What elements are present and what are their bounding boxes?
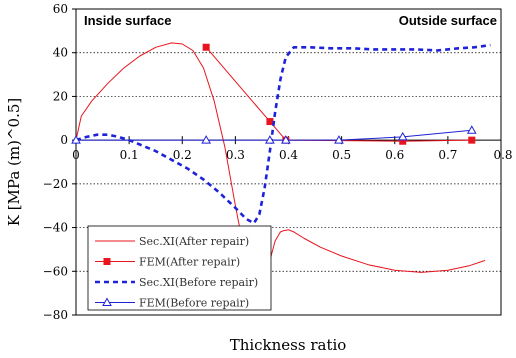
x-tick-label: 0.4 <box>279 148 298 162</box>
legend-label: Sec.XI(After repair) <box>139 235 249 248</box>
data-point <box>466 125 477 134</box>
data-point <box>201 135 212 144</box>
data-point <box>399 137 407 145</box>
x-tick-label: 0.3 <box>226 148 245 162</box>
series-line <box>75 43 491 225</box>
data-point <box>397 131 408 141</box>
x-tick-label: 0.8 <box>493 148 512 162</box>
y-tick-label: 20 <box>53 89 68 103</box>
legend: Sec.XI(After repair) FEM(After repair) Sec… <box>87 225 272 311</box>
annotation-outside-surface: Outside surface <box>399 13 497 28</box>
legend-label: Sec.XI(Before repair) <box>139 276 258 289</box>
legend-marker <box>103 258 111 265</box>
data-point <box>202 43 210 51</box>
annotation-inside-surface: Inside surface <box>84 13 171 28</box>
legend-entries: Sec.XI(After repair) FEM(After repair) Sec… <box>95 235 258 310</box>
x-tick-label: 0.5 <box>332 148 351 162</box>
x-axis-title: Thickness ratio <box>230 336 347 354</box>
x-tick-label: 0 <box>72 148 80 162</box>
y-tick-label: −20 <box>43 177 68 191</box>
data-point <box>280 135 291 144</box>
data-point <box>71 135 81 144</box>
x-tick-label: 0.7 <box>438 148 457 162</box>
y-tick-label: 0 <box>60 133 68 147</box>
legend-label: FEM(Before repair) <box>139 297 249 310</box>
y-tick-label: −60 <box>43 264 68 278</box>
legend-marker <box>102 297 112 306</box>
series-3 <box>71 125 477 144</box>
axes: 60 40 20 0 −20 −40 −60 −80 0 0.1 0.2 0.3 0.4 0.5 0.6 0.… <box>43 2 513 322</box>
x-tick-label: 0.2 <box>173 148 192 162</box>
data-point <box>266 118 274 126</box>
legend-box <box>87 225 272 311</box>
y-axis-title: K [MPa (m)^0.5] <box>5 98 23 227</box>
data-point <box>468 136 476 144</box>
y-tick-label: 40 <box>53 46 68 60</box>
legend-label: FEM(After repair) <box>139 256 240 269</box>
series-2 <box>75 43 491 225</box>
data-point <box>334 135 344 144</box>
y-tick-label: −40 <box>43 221 68 235</box>
data-point <box>265 135 275 144</box>
x-tick-label: 0.1 <box>120 148 139 162</box>
x-tick-label: 0.6 <box>385 148 404 162</box>
y-tick-label: 60 <box>53 2 68 16</box>
y-tick-label: −80 <box>43 308 68 322</box>
